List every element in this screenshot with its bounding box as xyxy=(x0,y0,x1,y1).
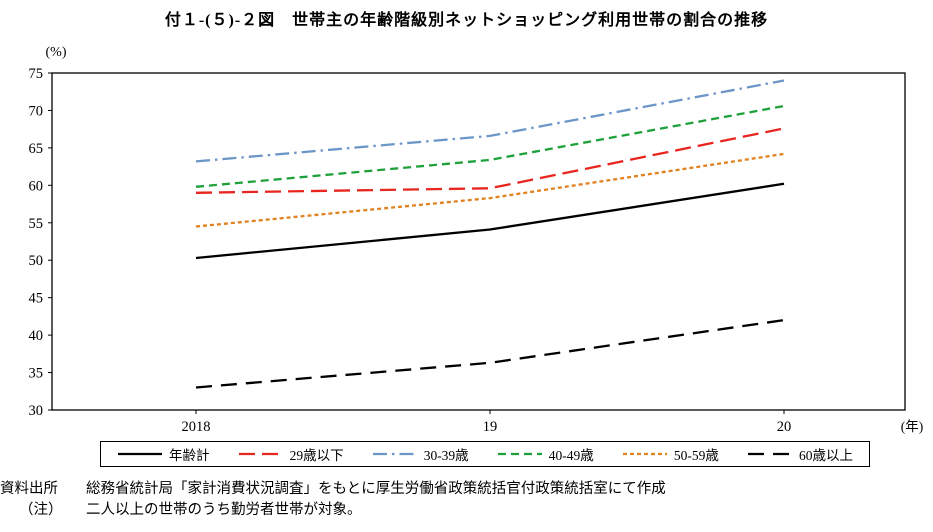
series-line-2 xyxy=(195,79,785,163)
y-tick-label: 40 xyxy=(29,328,44,344)
series-line-4 xyxy=(195,152,785,228)
y-tick-label: 60 xyxy=(29,178,44,194)
legend-line-sample xyxy=(238,452,283,456)
chart-footer: 資料出所 総務省統計局「家計消費状況調査」をもとに厚生労働省政策統括官付政策統括… xyxy=(0,479,933,521)
legend-label: 年齢計 xyxy=(169,448,210,463)
legend-line-sample xyxy=(118,452,162,456)
chart-legend: 年齢計 29歳以下 30-39歳 40-49歳 50-59歳 60歳以上 xyxy=(100,441,870,467)
legend-line-sample xyxy=(372,452,417,456)
legend-label: 40-49歳 xyxy=(548,448,594,463)
y-tick-label: 75 xyxy=(29,66,44,82)
note-label: （注） xyxy=(19,502,63,518)
legend-line-sample xyxy=(622,452,667,456)
source-label: 資料出所 xyxy=(0,481,58,497)
y-tick-label: 55 xyxy=(29,216,44,232)
x-tick-label: 2018 xyxy=(182,419,211,435)
legend-line-sample xyxy=(497,452,542,456)
note-row: （注） 二人以上の世帯のうち勤労者世帯が対象。 xyxy=(0,500,933,521)
y-tick-label: 35 xyxy=(29,366,44,382)
series-line-0 xyxy=(195,182,785,260)
y-tick-label: 30 xyxy=(29,403,44,419)
legend-item-5: 60歳以上 xyxy=(747,444,853,464)
source-row: 資料出所 総務省統計局「家計消費状況調査」をもとに厚生労働省政策統括官付政策統括… xyxy=(0,479,933,500)
legend-label: 50-59歳 xyxy=(673,448,719,463)
note-text: 二人以上の世帯のうち勤労者世帯が対象。 xyxy=(86,502,362,518)
series-line-5 xyxy=(195,318,785,389)
x-tick-label: 19 xyxy=(483,419,498,435)
legend-label: 30-39歳 xyxy=(423,448,469,463)
y-tick-label: 45 xyxy=(29,291,44,307)
x-tick-label: 20 xyxy=(777,419,792,435)
x-axis-unit: (年) xyxy=(901,419,924,434)
series-line-3 xyxy=(195,104,785,188)
legend-label: 29歳以下 xyxy=(289,448,344,463)
legend-item-1: 29歳以下 xyxy=(238,444,344,464)
source-text: 総務省統計局「家計消費状況調査」をもとに厚生労働省政策統括官付政策統括室にて作成 xyxy=(86,481,666,497)
line-chart: (%) 30 35 40 45 50 55 60 65 70 75 2018 19 20 (年) xyxy=(0,40,933,438)
legend-item-2: 30-39歳 xyxy=(372,444,469,464)
legend-label: 60歳以上 xyxy=(798,448,853,463)
series-line-1 xyxy=(195,127,785,194)
y-tick-label: 70 xyxy=(29,103,44,119)
legend-item-4: 50-59歳 xyxy=(622,444,719,464)
legend-item-3: 40-49歳 xyxy=(497,444,594,464)
line-chart-svg: (%) 30 35 40 45 50 55 60 65 70 75 2018 19 20 (年) xyxy=(29,45,924,435)
y-tick-label: 50 xyxy=(29,253,44,269)
y-tick-label: 65 xyxy=(29,141,44,157)
page-title: 付１-(５)-２図 世帯主の年齢階級別ネットショッピング利用世帯の割合の推移 xyxy=(164,12,769,29)
legend-line-sample xyxy=(747,452,792,456)
plot-border xyxy=(51,72,906,411)
y-axis-unit: (%) xyxy=(46,45,67,60)
legend-item-0: 年齢計 xyxy=(117,444,210,464)
